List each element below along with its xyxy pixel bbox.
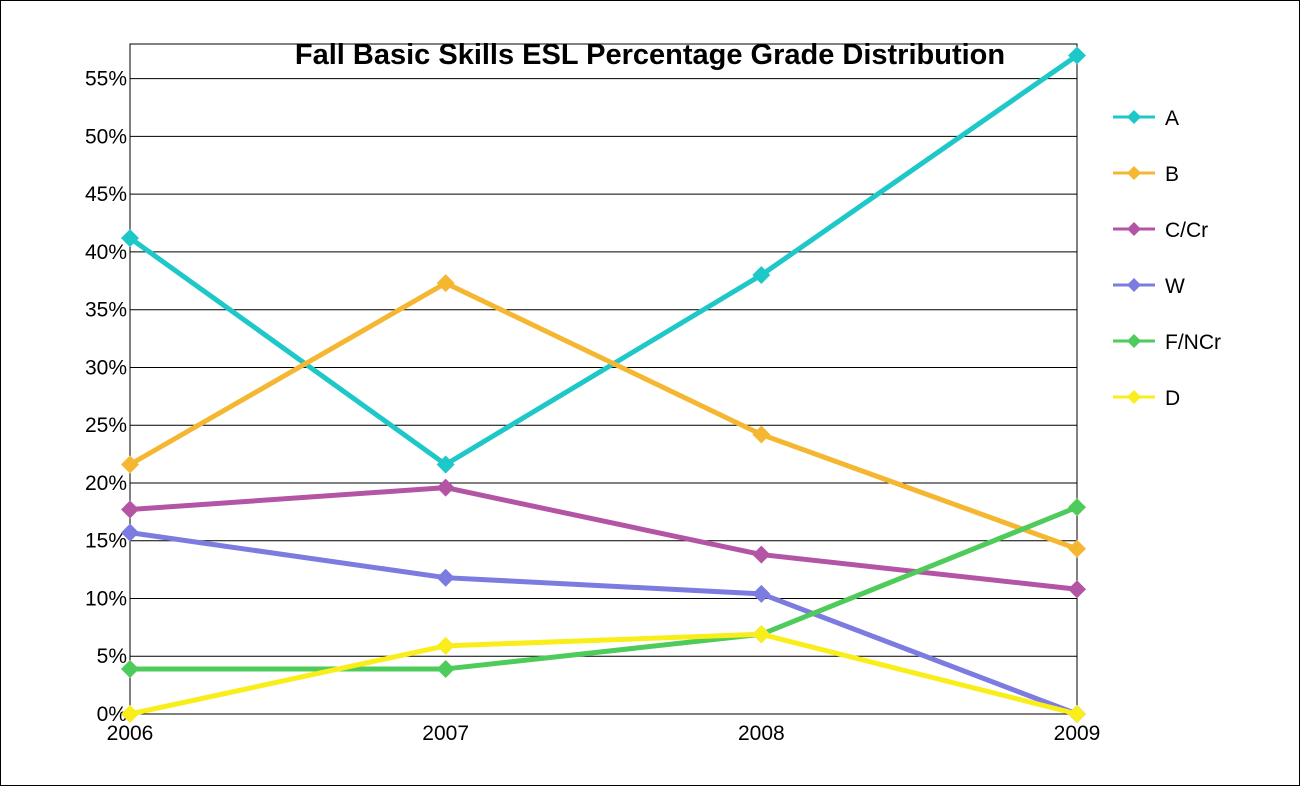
legend-label: C/Cr [1165, 219, 1208, 242]
y-tick-label: 55% [85, 68, 127, 91]
data-point-marker [752, 545, 771, 564]
legend: A B C/Cr W F/NCr D [1113, 107, 1221, 410]
legend-item: B [1113, 163, 1179, 186]
y-tick-label: 0% [97, 703, 127, 726]
series-d [121, 625, 1086, 723]
legend-label: B [1165, 163, 1179, 186]
y-tick-label: 5% [97, 645, 127, 668]
series-line [129, 530, 1078, 717]
y-tick-label: 10% [85, 587, 127, 610]
y-axis-ticks: 0% 5% 10% 15% 20% 25% 30% 35% 40% 45% 50% 55% [85, 68, 127, 726]
legend-marker [1127, 390, 1141, 404]
data-point-marker [1068, 580, 1086, 599]
data-point-marker [121, 705, 139, 723]
legend-item: A [1113, 107, 1179, 130]
y-tick-label: 30% [85, 356, 127, 379]
data-point-marker [121, 659, 139, 678]
series-line [128, 280, 1078, 552]
legend-marker [1127, 166, 1141, 180]
data-point-marker [436, 568, 455, 587]
legend-marker [1127, 278, 1141, 292]
legend-label: D [1165, 387, 1180, 410]
x-tick-label: 2006 [107, 722, 154, 745]
y-tick-label: 25% [85, 414, 127, 437]
plot-area [129, 43, 1078, 715]
legend-marker [1127, 222, 1141, 236]
data-point-marker [121, 500, 139, 519]
series-c-cr [121, 478, 1086, 599]
y-tick-label: 45% [85, 183, 127, 206]
y-tick-label: 50% [85, 125, 127, 148]
y-tick-label: 15% [85, 530, 127, 553]
data-point-marker [752, 266, 771, 285]
series-w [121, 523, 1086, 723]
series-b [121, 274, 1086, 558]
data-point-marker [436, 659, 455, 678]
series-lines [121, 46, 1086, 723]
data-point-marker [121, 229, 139, 248]
series-line [128, 53, 1079, 467]
x-tick-label: 2008 [738, 722, 785, 745]
series-line [129, 485, 1078, 592]
data-point-marker [752, 625, 771, 644]
x-tick-label: 2009 [1054, 722, 1101, 745]
legend-item: W [1113, 275, 1185, 298]
data-point-marker [752, 425, 771, 444]
data-point-marker [1068, 705, 1086, 723]
data-point-marker [436, 636, 455, 655]
legend-label: W [1165, 275, 1185, 298]
y-tick-label: 20% [85, 472, 127, 495]
data-point-marker [1068, 539, 1086, 558]
legend-marker [1127, 110, 1141, 124]
legend-marker [1127, 334, 1141, 348]
legend-item: C/Cr [1113, 219, 1208, 242]
series-line [130, 504, 1078, 672]
data-point-marker [121, 523, 139, 542]
series-a [121, 46, 1086, 474]
data-point-marker [121, 455, 139, 474]
y-tick-label: 35% [85, 299, 127, 322]
data-point-marker [1068, 498, 1086, 517]
data-point-marker [436, 478, 455, 497]
legend-label: A [1165, 107, 1179, 130]
data-point-marker [1068, 46, 1086, 65]
legend-label: F/NCr [1165, 331, 1221, 354]
x-tick-label: 2007 [422, 722, 469, 745]
y-tick-label: 40% [85, 241, 127, 264]
series-line [129, 631, 1078, 717]
data-point-marker [436, 455, 455, 474]
legend-item: D [1113, 387, 1180, 410]
data-point-marker [752, 584, 771, 603]
data-point-marker [436, 274, 455, 293]
legend-item: F/NCr [1113, 331, 1221, 354]
x-axis-ticks: 2006 2007 2008 2009 [107, 722, 1101, 745]
